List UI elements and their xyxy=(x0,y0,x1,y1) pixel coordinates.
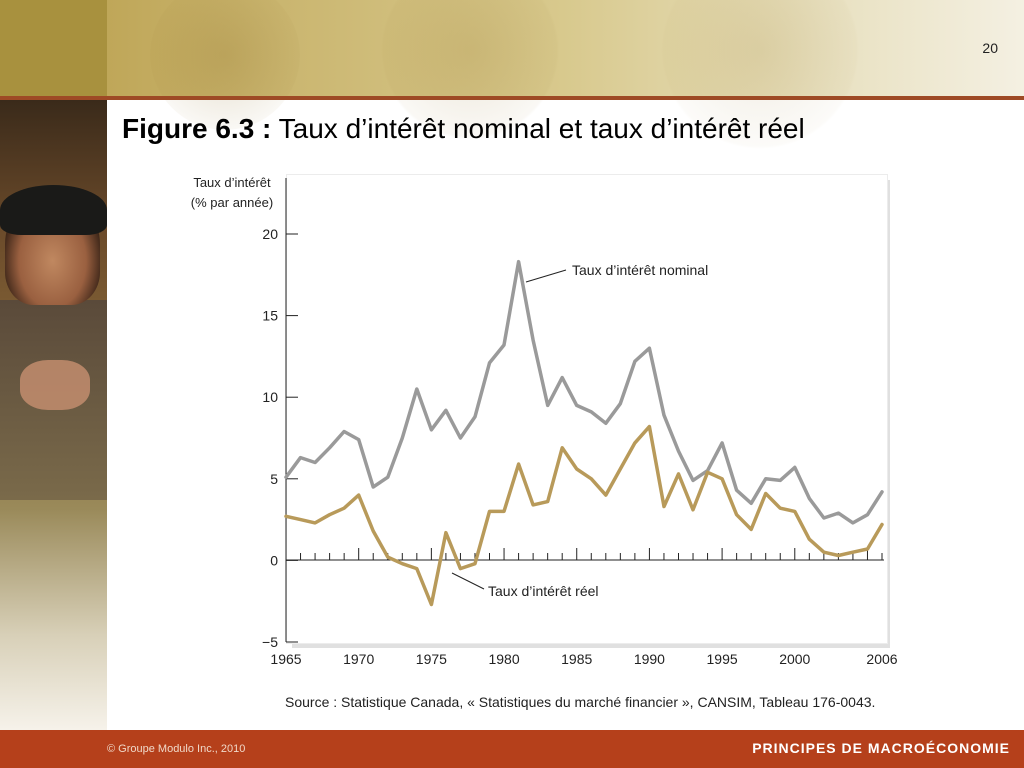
y-tick-label: 0 xyxy=(270,552,278,568)
x-tick-label: 1980 xyxy=(488,651,519,667)
real-callout-line xyxy=(451,572,485,590)
x-tick-label: 1985 xyxy=(561,651,592,667)
figure-label: Figure 6.3 : xyxy=(122,113,272,144)
y-tick-label: 10 xyxy=(262,389,278,405)
source-note: Source : Statistique Canada, « Statistiq… xyxy=(285,694,876,710)
top-left-block xyxy=(0,0,107,96)
y-tick-label: −5 xyxy=(262,634,278,650)
painting-hat xyxy=(0,185,107,235)
x-tick-label: 1970 xyxy=(343,651,374,667)
nominal-callout-line xyxy=(525,269,567,283)
left-painting-panel xyxy=(0,100,107,730)
x-tick-label: 1975 xyxy=(416,651,447,667)
banner-rule xyxy=(0,96,1024,100)
x-tick-label: 1995 xyxy=(707,651,738,667)
axes: −5 0 5 10 15 20 1965 1970 1975 1980 1985 1990 1995 20… xyxy=(262,178,898,667)
x-tick-label: 2006 xyxy=(866,651,897,667)
coin-decoration xyxy=(150,0,300,130)
nominal-series-line xyxy=(284,259,884,525)
y-tick-label: 20 xyxy=(262,226,278,242)
annotations: Taux d’intérêt nominal Taux d’intérêt ré… xyxy=(451,262,708,599)
figure-title-text: Taux d’intérêt nominal et taux d’intérêt… xyxy=(278,113,805,144)
footer-bar xyxy=(0,730,1024,768)
slide-title: Figure 6.3 : Taux d’intérêt nominal et t… xyxy=(122,113,805,145)
x-tick-label: 1965 xyxy=(270,651,301,667)
painting-hands xyxy=(20,360,90,410)
y-tick-label: 5 xyxy=(270,471,278,487)
x-tick-label: 2000 xyxy=(779,651,810,667)
top-banner xyxy=(0,0,1024,150)
copyright-text: © Groupe Modulo Inc., 2010 xyxy=(107,743,246,755)
slide-number: 20 xyxy=(982,40,998,56)
y-tick-label: 15 xyxy=(262,308,278,324)
book-title: PRINCIPES DE MACROÉCONOMIE xyxy=(752,740,1010,756)
coin-decoration xyxy=(380,0,560,140)
real-series-line xyxy=(284,424,884,607)
nominal-series-label: Taux d’intérêt nominal xyxy=(572,262,708,278)
y-axis-label-line1: Taux d’intérêt xyxy=(193,175,271,190)
series-layer xyxy=(284,259,884,607)
real-series-label: Taux d’intérêt réel xyxy=(488,583,599,599)
y-axis-label-line2: (% par année) xyxy=(191,195,273,210)
x-tick-label: 1990 xyxy=(634,651,665,667)
